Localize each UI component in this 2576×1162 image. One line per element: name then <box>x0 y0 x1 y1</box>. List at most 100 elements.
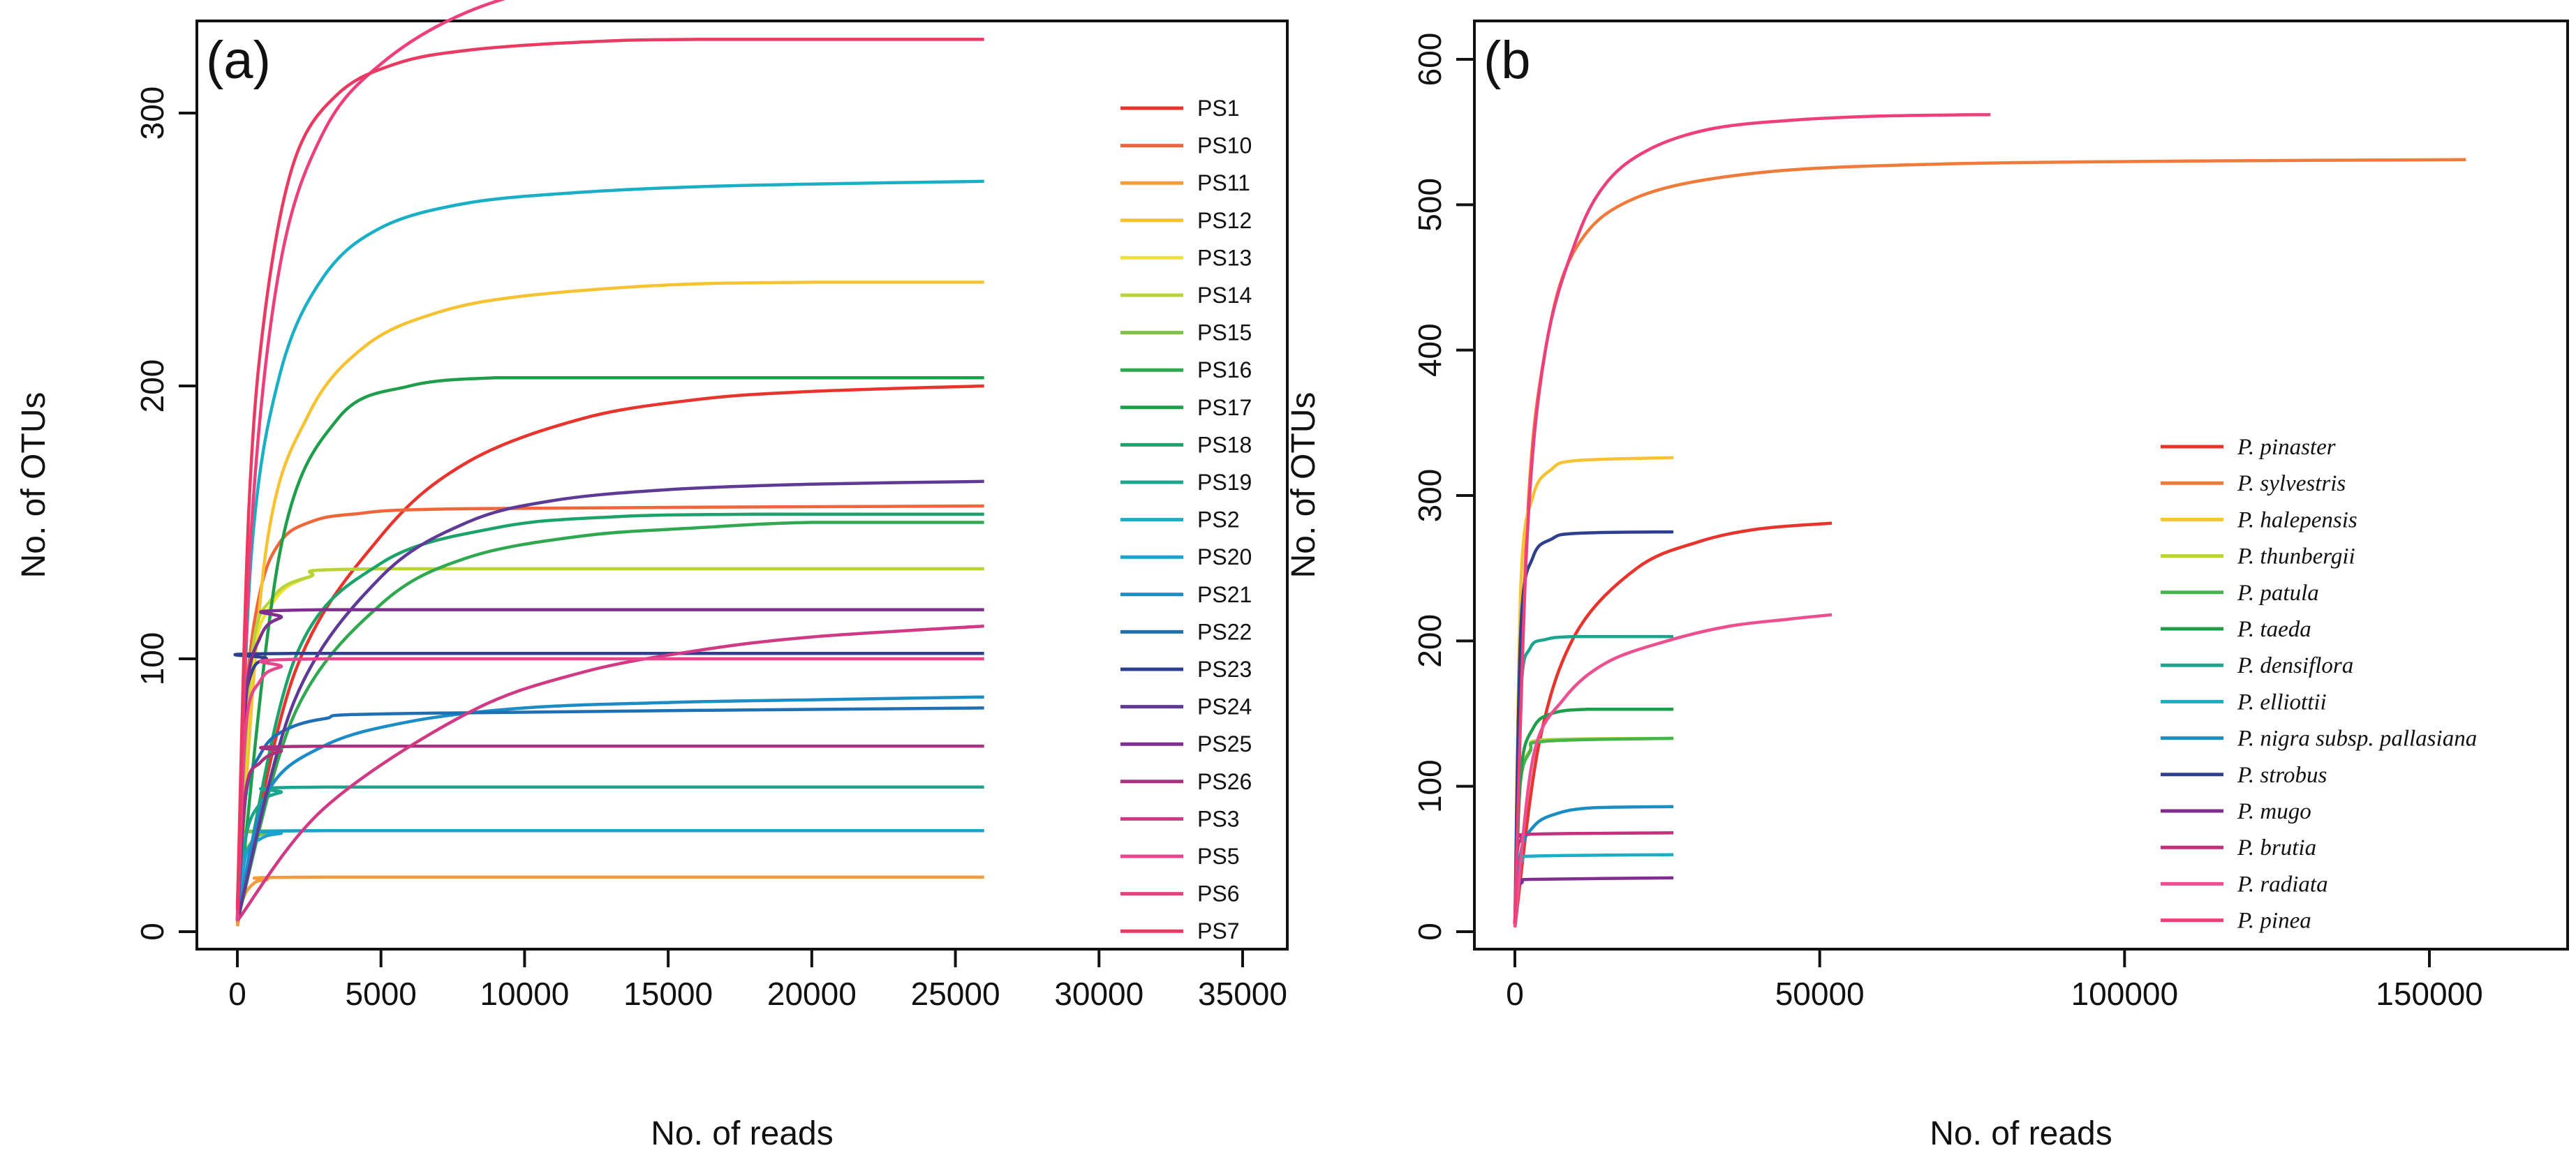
panel-b-series-line <box>1513 521 1833 928</box>
panel-a-legend-label: PS25 <box>1197 731 1252 757</box>
panel-b-x-axis-label: No. of reads <box>1930 1115 2112 1152</box>
panel-b-legend-label: P. pinaster <box>2237 435 2336 460</box>
panel-a-x-axis: 0 5000 10000 15000 20000 25000 30000 35000 <box>228 948 1287 1012</box>
panel-a-legend-label: PS10 <box>1197 133 1252 158</box>
panel-a-legend-label: PS21 <box>1197 582 1252 607</box>
panel-b-y-axis-label: No. of OTUs <box>1285 392 1322 579</box>
panel-a-legend-label: PS13 <box>1197 245 1252 270</box>
panel-b-y-tick-label: 300 <box>1412 469 1448 523</box>
panel-a-series-line <box>235 785 984 921</box>
panel-a-legend-label: PS23 <box>1197 657 1252 682</box>
panel-b-legend-label: P. halepensis <box>2237 507 2357 532</box>
panel-a-x-tick-label: 25000 <box>911 976 1000 1012</box>
panel-a-series-line <box>236 624 984 922</box>
panel-a-x-axis-label: No. of reads <box>651 1115 833 1152</box>
panel-b-series-line <box>1513 736 1674 925</box>
panel-a-series-line <box>235 695 984 921</box>
panel-a-series-line <box>235 608 984 921</box>
panel-b-series <box>1513 112 2466 928</box>
panel-a-series-line <box>235 479 984 921</box>
panel-b-series-line <box>1513 112 1991 923</box>
panel-a-label: (a) <box>206 31 271 90</box>
panel-b-y-tick-label: 200 <box>1412 614 1448 668</box>
panel-a-x-tick-label: 15000 <box>623 976 713 1012</box>
panel-a-series-line <box>235 179 984 904</box>
panel-a-y-axis-label: No. of OTUs <box>15 392 52 579</box>
panel-a-y-tick-label: 300 <box>134 87 170 140</box>
panel-a-legend-label: PS15 <box>1197 320 1252 345</box>
panel-a-series-line <box>235 567 984 918</box>
panel-b-legend-label: P. mugo <box>2237 799 2311 824</box>
panel-a-x-tick-label: 5000 <box>346 976 417 1012</box>
panel-b-y-tick-label: 500 <box>1412 178 1448 232</box>
panel-b-legend-label: P. patula <box>2237 581 2319 606</box>
panel-b-series-line <box>1513 876 1674 925</box>
panel-b-x-tick-label: 0 <box>1506 976 1524 1012</box>
panel-b-series-line <box>1513 736 1674 925</box>
panel-b-x-tick-label: 50000 <box>1775 976 1865 1012</box>
panel-a-legend-label: PS12 <box>1197 208 1252 233</box>
panel-b-series-line <box>1513 634 1674 925</box>
panel-b-series-line <box>1513 853 1674 925</box>
panel-b-legend-label: P. elliottii <box>2237 690 2327 715</box>
panel-a-y-tick-label: 100 <box>134 632 170 686</box>
panel-a-series-line <box>235 657 984 921</box>
panel-b-y-tick-label: 0 <box>1412 923 1448 941</box>
panel-b-legend-label: P. brutia <box>2237 835 2316 861</box>
panel-a-series-line <box>235 744 984 921</box>
panel-b-x-axis: 0 50000 100000 150000 <box>1506 948 2483 1012</box>
panel-a-series-line <box>235 567 984 918</box>
panel-a-series-line <box>235 0 506 916</box>
panel-a-legend: PS1 PS10 PS11 PS12 PS13 PS14 PS15 PS16 PS17 PS18 P… <box>1120 96 1252 944</box>
panel-a-legend-label: PS24 <box>1197 694 1252 720</box>
panel-b-legend-label: P. strobus <box>2237 763 2327 788</box>
panel-b-label: (b <box>1483 31 1531 90</box>
panel-a-legend-label: PS17 <box>1197 395 1252 420</box>
panel-b-legend-label: P. sylvestris <box>2237 471 2346 496</box>
panel-b-series-line <box>1513 805 1674 925</box>
panel-b-legend-label: P. pinea <box>2237 909 2311 934</box>
panel-a-x-tick-label: 0 <box>228 976 246 1012</box>
panel-a-series-line <box>235 875 984 927</box>
panel-a-series-line <box>235 521 984 921</box>
panel-a-legend-label: PS18 <box>1197 432 1252 457</box>
panel-a-x-tick-label: 20000 <box>767 976 857 1012</box>
panel-a-series-line <box>235 706 984 921</box>
panel-b-legend-label: P. thunbergii <box>2237 544 2355 569</box>
panel-b-y-tick-label: 400 <box>1412 323 1448 377</box>
panel-b-legend-label: P. nigra subsp. pallasiana <box>2237 727 2477 752</box>
panel-a-x-tick-label: 35000 <box>1198 976 1287 1012</box>
panel-a-series-line <box>235 281 984 918</box>
panel-b-series-line <box>1513 530 1674 925</box>
panel-a-y-axis: 0 100 200 300 <box>134 87 198 941</box>
panel-b-legend-label: P. radiata <box>2237 872 2328 897</box>
panel-b-series-line <box>1513 613 1833 928</box>
panel-a-x-tick-label: 30000 <box>1054 976 1143 1012</box>
panel-b-y-axis: 0 100 200 300 400 500 600 <box>1412 33 1476 941</box>
panel-b-x-tick-label: 150000 <box>2376 976 2483 1012</box>
panel-a-series <box>233 0 984 927</box>
panel-a-legend-label: PS6 <box>1197 881 1239 907</box>
panel-a-legend-label: PS20 <box>1197 544 1252 569</box>
panel-b-x-tick-label: 100000 <box>2071 976 2179 1012</box>
panel-a-legend-label: PS16 <box>1197 357 1252 382</box>
panel-b-y-tick-label: 100 <box>1412 759 1448 813</box>
panel-a: (a) 0 5000 10000 15000 20000 25000 30000 35000 … <box>15 0 1289 1152</box>
panel-a-legend-label: PS7 <box>1197 918 1239 944</box>
panel-a-legend-label: PS3 <box>1197 806 1239 831</box>
panel-a-legend-label: PS5 <box>1197 844 1239 869</box>
panel-b-y-tick-label: 600 <box>1412 33 1448 87</box>
panel-a-y-tick-label: 0 <box>134 923 170 941</box>
panel-a-y-tick-label: 200 <box>134 359 170 413</box>
panel-a-legend-label: PS1 <box>1197 96 1239 121</box>
panel-b: (b 0 50000 100000 150000 0 100 200 300 400 500 60… <box>1285 20 2569 1152</box>
panel-a-legend-label: PS11 <box>1197 170 1250 195</box>
panel-a-legend-label: PS14 <box>1197 283 1252 308</box>
panel-a-series-line <box>235 512 984 921</box>
panel-a-legend-label: PS19 <box>1197 470 1252 495</box>
panel-a-series-line <box>235 384 984 924</box>
panel-b-series-line <box>1513 158 2466 925</box>
panel-b-legend: P. pinaster P. sylvestris P. halepensis P. … <box>2161 435 2477 934</box>
